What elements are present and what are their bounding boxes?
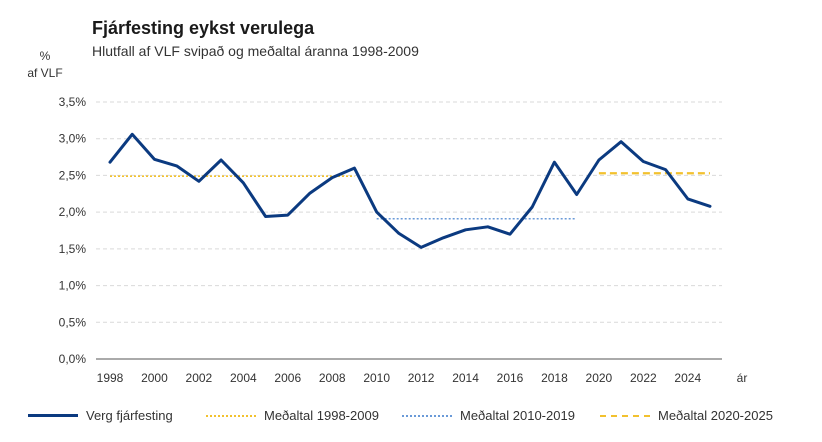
series-line-verg-fjarfesting [108,132,712,249]
x-tick-label: 2012 [408,371,435,385]
chart-title: Fjárfesting eykst verulega [92,18,315,38]
x-tick-label: 2022 [630,371,657,385]
x-tick-label: 2008 [319,371,346,385]
y-tick-label: 0,0% [59,352,87,366]
x-tick-label: 1998 [97,371,124,385]
y-tick-label: 3,0% [59,132,87,146]
legend-label-avg-2010-2019: Meðaltal 2010-2019 [460,408,575,423]
x-axis-unit-label: ár [737,371,748,385]
legend-swatch-avg-1998-2009 [206,414,256,417]
legend-item-series: Verg fjárfesting [28,408,173,423]
y-tick-label: 3,5% [59,95,87,109]
y-tick-label: 1,5% [59,242,87,256]
x-tick-label: 2004 [230,371,257,385]
y-unit-line-1: % [39,49,51,63]
x-tick-label: 2000 [141,371,168,385]
legend-item-avg-2010-2019: Meðaltal 2010-2019 [402,408,575,423]
legend-item-avg-1998-2009: Meðaltal 1998-2009 [206,408,379,423]
x-tick-label: 2016 [497,371,524,385]
legend-swatch-avg-2010-2019 [402,414,452,417]
x-tick-label: 2020 [586,371,613,385]
y-tick-label: 2,0% [59,205,87,219]
y-tick-label: 2,5% [59,168,87,182]
chart-subtitle: Hlutfall af VLF svipað og meðaltal árann… [92,43,419,59]
legend-label-series: Verg fjárfesting [86,408,173,423]
x-tick-label: 2024 [674,371,701,385]
x-tick-label: 2006 [274,371,301,385]
legend-label-avg-1998-2009: Meðaltal 1998-2009 [264,408,379,423]
y-tick-label: 0,5% [59,315,87,329]
legend-swatch-avg-2020-2025 [600,414,650,417]
x-tick-label: 2018 [541,371,568,385]
x-tick-label: 2010 [363,371,390,385]
y-unit-line-2: af VLF [27,66,63,80]
legend-swatch-series [28,414,78,417]
legend-item-avg-2020-2025: Meðaltal 2020-2025 [600,408,773,423]
legend: Verg fjárfesting Meðaltal 1998-2009 Meða… [0,408,822,438]
x-tick-label: 2014 [452,371,479,385]
line-chart: 0,0% 0,5% 1,0% 1,5% 2,0% 2,5% 3,0% 3,5% 1998 2000… [59,95,748,385]
x-tick-label: 2002 [186,371,213,385]
legend-label-avg-2020-2025: Meðaltal 2020-2025 [658,408,773,423]
y-tick-label: 1,0% [59,279,87,293]
y-axis-unit-label: % af VLF [22,48,68,82]
